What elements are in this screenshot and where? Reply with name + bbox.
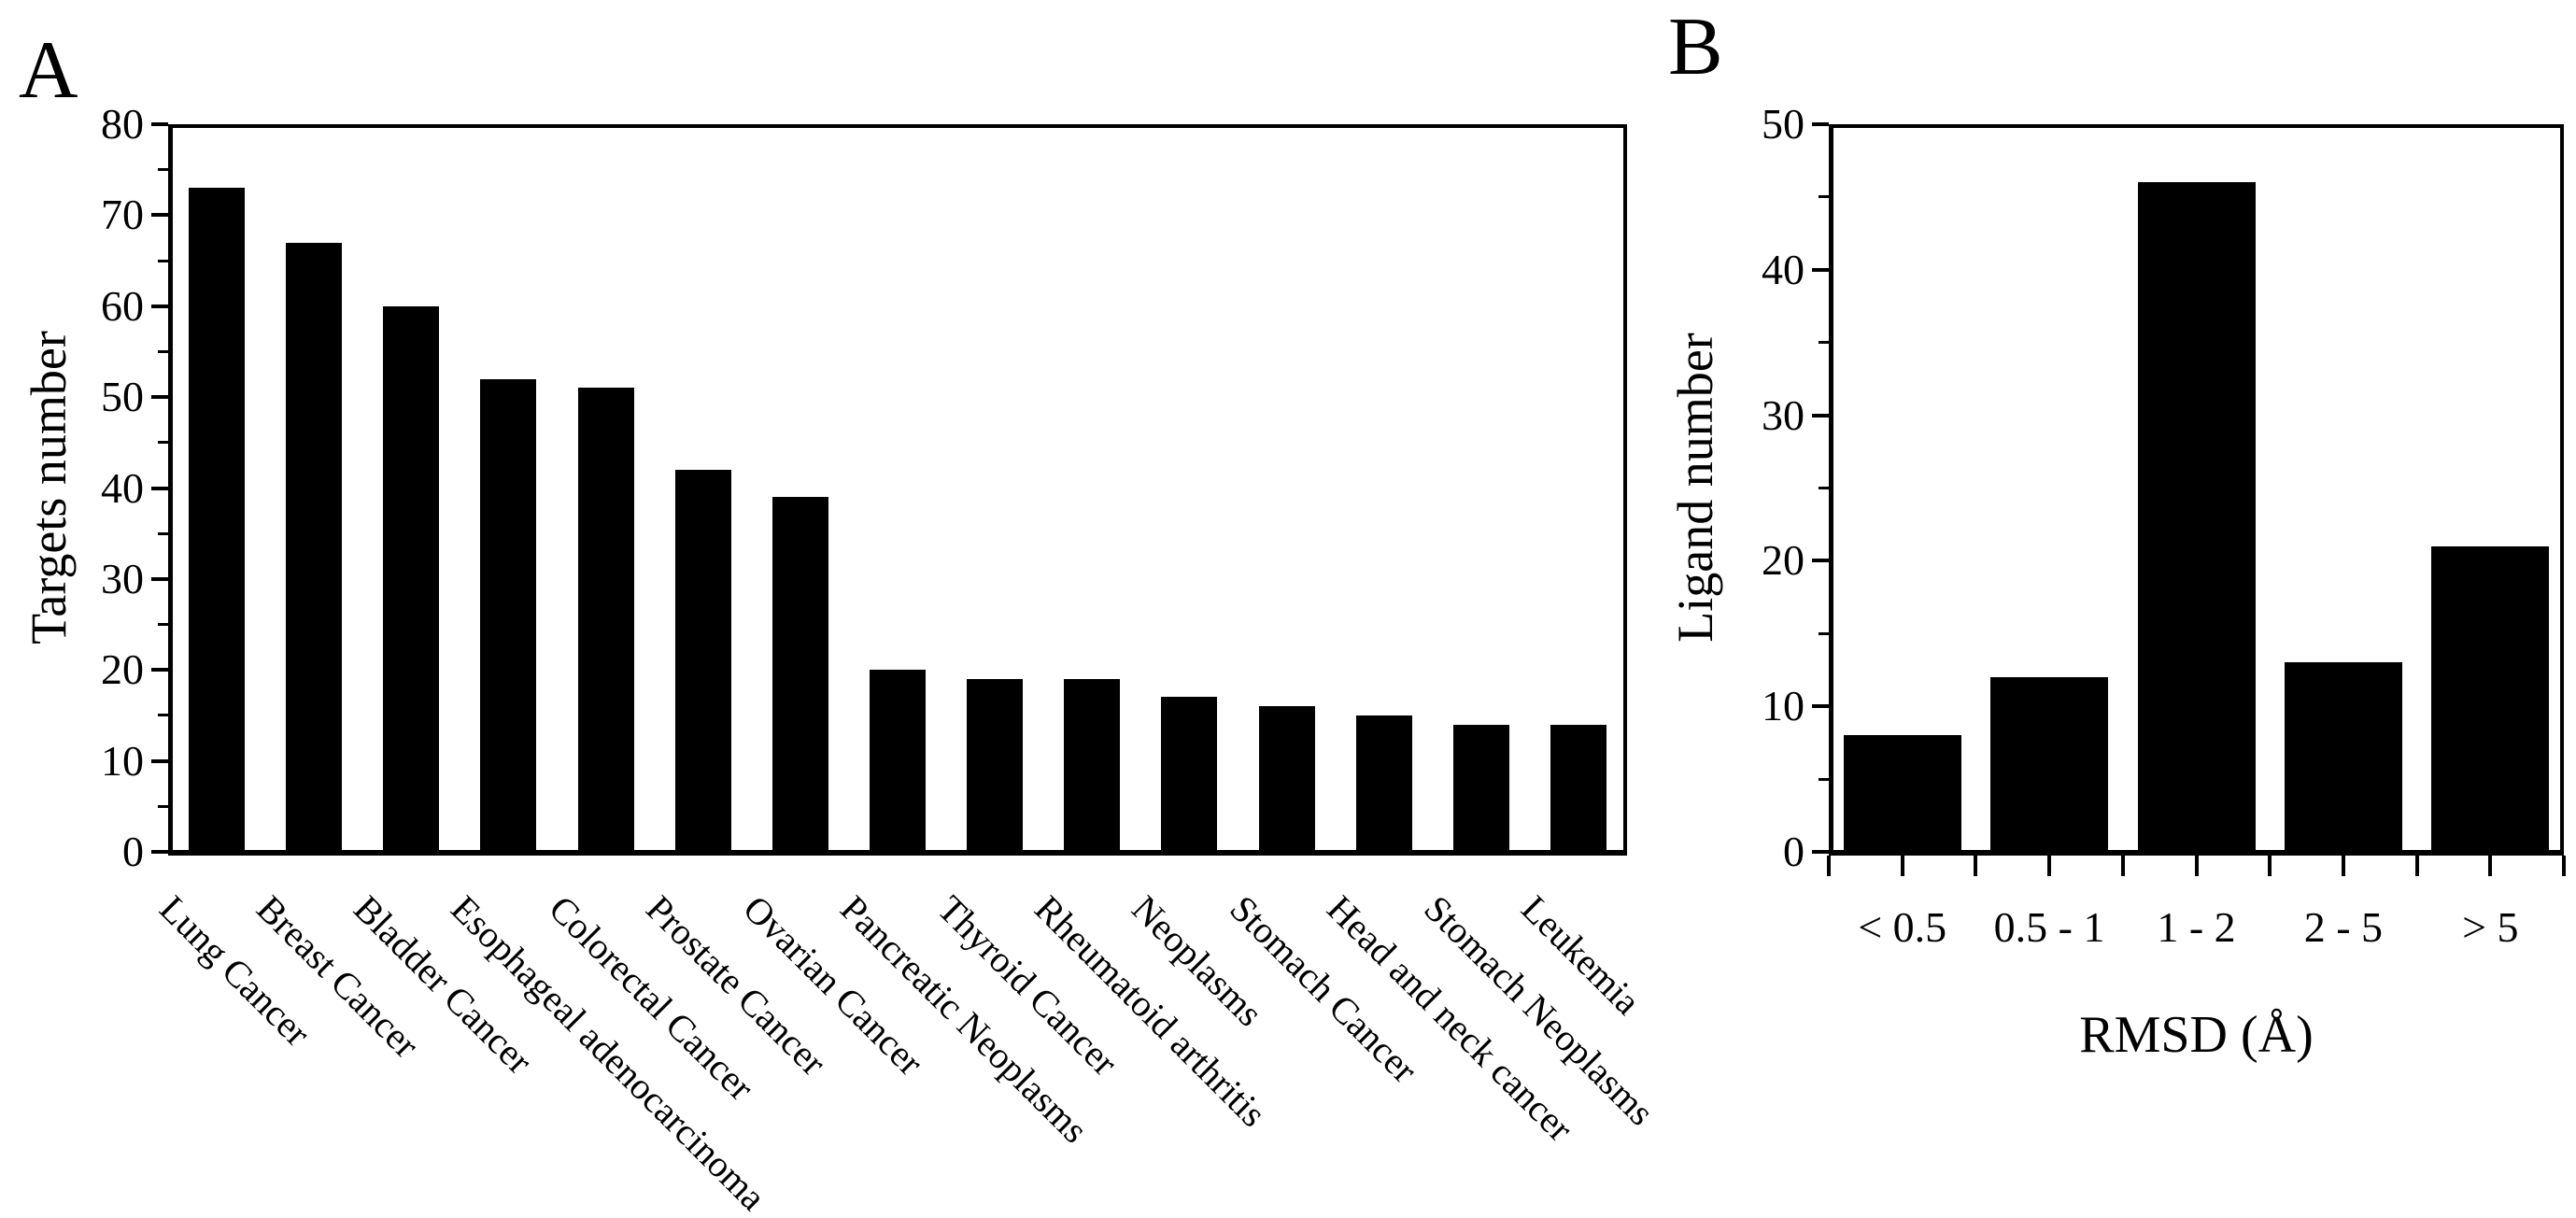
panel-a-y-major-tick [151,850,168,854]
panel-b-right-frame-line [2560,124,2564,856]
panel-b-x-tick [2488,856,2493,876]
panel-b-x-axis-line [1829,850,2564,856]
panel-a-y-major-tick [151,576,168,581]
panel-b-y-tick-label: 10 [1762,682,1805,730]
panel-b-x-tick [1900,856,1904,876]
panel-a-bar-head-and-neck-cancer [1355,715,1412,852]
panel-a-y-minor-tick [158,259,168,262]
panel-b-y-minor-tick [1819,777,1829,781]
panel-b-x-tick [1974,856,1978,876]
panel-a-y-major-tick [151,304,168,308]
panel-a-right-frame-line [1623,124,1627,856]
panel-b-x-tick [2562,856,2566,876]
panel-a-y-tick-label: 0 [122,828,144,875]
panel-a-bar-ovarian-cancer [771,497,828,852]
panel-a-bar-stomach-cancer [1258,706,1315,852]
panel-a-y-tick-label: 10 [101,736,144,785]
panel-a-y-tick-label: 40 [101,463,144,512]
panel-b-bar--5 [2431,545,2550,852]
panel-a-y-major-tick [151,758,168,763]
panel-b-bar--0-5 [1843,735,1961,852]
panel-a-y-major-tick [151,668,168,673]
panel-a-bar-esophageal-adenocarcinoma [480,378,537,852]
panel-b-x-category-label: 1 - 2 [2157,903,2236,951]
panel-b-x-tick [2120,856,2125,876]
panel-b-x-tick [2194,856,2199,876]
panel-a-y-tick-label: 80 [101,100,144,148]
panel-b-y-tick-label: 50 [1762,100,1805,148]
panel-b-y-major-tick [1812,267,1829,272]
panel-a-y-minor-tick [158,168,168,172]
panel-a-bar-leukemia [1550,724,1606,852]
panel-b-y-major-tick [1812,122,1829,126]
panel-b-y-tick-label: 40 [1762,245,1805,293]
panel-b-bar-1-2 [2137,182,2256,852]
panel-a-y-axis-line [168,124,173,856]
panel-a-y-tick-label: 30 [101,554,144,602]
panel-b-y-minor-tick [1819,341,1829,345]
panel-b-y-minor-tick [1819,631,1829,635]
panel-a-y-minor-tick [158,531,168,535]
panel-a-y-minor-tick [158,623,168,627]
panel-a-bar-rheumatoid-arthritis [1064,678,1121,852]
panel-a-bar-breast-cancer [286,242,343,852]
panel-a-label: A [19,25,78,116]
panel-b-y-major-tick [1812,413,1829,418]
panel-a-y-major-tick [151,395,168,400]
panel-b-x-tick [1827,856,1831,876]
panel-a-bar-thyroid-cancer [967,678,1024,852]
panel-b-y-major-tick [1812,704,1829,709]
panel-a-y-minor-tick [158,349,168,353]
panel-a-x-axis-line [168,850,1627,856]
panel-b-bar-2-5 [2284,662,2402,852]
panel-a-y-major-tick [151,122,168,126]
panel-b-y-minor-tick [1819,195,1829,199]
panel-b-y-major-tick [1812,850,1829,854]
panel-b-y-axis-line [1829,124,1833,856]
panel-b-y-tick-label: 20 [1762,536,1805,585]
figure: A B Targets number Ligand number 0 10 20 30… [19,2,2566,1218]
panel-b-x-axis-title: RMSD (Å) [2079,1006,2314,1064]
panel-b-x-category-label: > 5 [2462,903,2519,951]
panel-a-bar-colorectal-cancer [577,388,634,852]
panel-a-bar-pancreatic-neoplasms [870,670,926,852]
panel-a-bar-prostate-cancer [674,470,731,852]
panel-a-top-frame-line [168,124,1627,128]
panel-b-x-category-label: < 0.5 [1858,903,1947,951]
panel-a-bar-neoplasms [1161,697,1218,852]
panel-b-y-tick-label: 0 [1783,828,1805,875]
panel-b-x-category-label: 2 - 5 [2303,903,2384,951]
panel-b-y-major-tick [1812,559,1829,563]
panel-b-label: B [1668,2,1723,92]
panel-a-y-tick-label: 70 [101,191,144,239]
panel-a-y-minor-tick [158,441,168,445]
panel-a-y-tick-label: 60 [101,281,144,330]
panel-b-y-axis-title: Ligand number [1667,333,1723,643]
panel-a-y-minor-tick [158,714,168,717]
panel-b-x-tick [2268,856,2272,876]
panel-a-bar-stomach-neoplasms [1452,724,1509,852]
panel-b-top-frame-line [1829,124,2564,128]
panel-b-y-tick-label: 30 [1762,390,1805,439]
panel-b-x-tick [2414,856,2419,876]
panel-b-bar-0-5-1 [1990,677,2109,852]
panel-b-y-minor-tick [1819,487,1829,489]
panel-a-plot-area: 0 10 20 30 40 50 60 70 80 Lung Cancer Breast Cance… [101,103,1663,1218]
panel-a-y-tick-label: 20 [101,645,144,694]
panel-a-y-tick-label: 50 [101,373,144,421]
panel-b-x-category-label: 0.5 - 1 [1993,903,2105,951]
panel-b-x-tick [2341,856,2345,876]
panel-a-bar-bladder-cancer [383,305,440,852]
panel-a-bar-lung-cancer [189,188,246,852]
panel-a-y-minor-tick [158,804,168,808]
panel-b-plot-area: 0 10 20 30 40 50 < 0.5 0.5 - 1 1 - 2 2 - 5 > 5 [1762,103,2566,949]
panel-a-y-major-tick [151,213,168,218]
panel-a-y-major-tick [151,486,168,490]
panel-b-x-tick [2047,856,2052,876]
